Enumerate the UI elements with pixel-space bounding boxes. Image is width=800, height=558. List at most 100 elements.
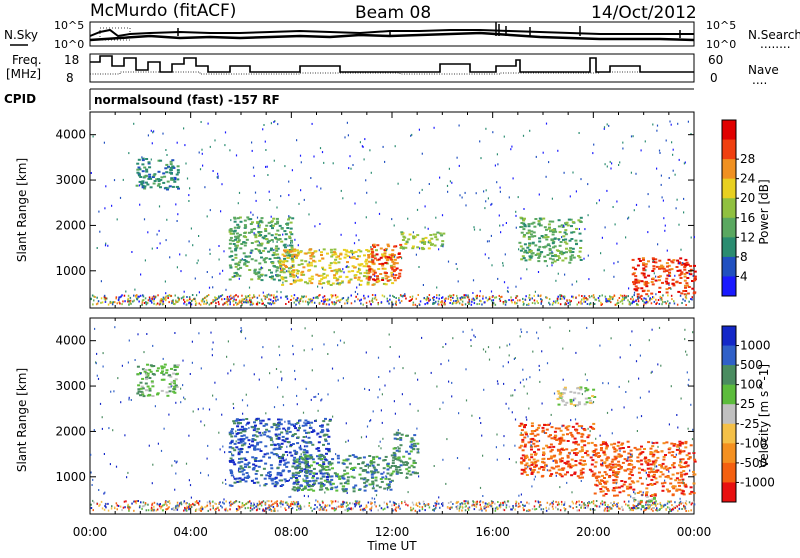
echo-cell bbox=[491, 235, 492, 237]
echo-cell bbox=[602, 490, 605, 492]
echo-cell bbox=[449, 168, 450, 170]
echo-cell bbox=[401, 300, 403, 302]
echo-cell bbox=[242, 473, 245, 475]
echo-cell bbox=[189, 240, 190, 242]
echo-cell bbox=[361, 462, 364, 464]
echo-cell bbox=[320, 482, 323, 484]
echo-cell bbox=[398, 273, 401, 275]
echo-cell bbox=[415, 304, 417, 306]
echo-cell bbox=[631, 474, 634, 476]
echo-cell bbox=[280, 419, 283, 421]
echo-cell bbox=[571, 436, 574, 438]
echo-cell bbox=[467, 501, 469, 503]
echo-cell bbox=[614, 295, 616, 297]
echo-cell bbox=[570, 225, 573, 227]
echo-cell bbox=[522, 449, 525, 451]
echo-cell bbox=[310, 177, 311, 179]
echo-cell bbox=[130, 297, 132, 299]
echo-cell bbox=[347, 483, 350, 485]
echo-cell bbox=[294, 302, 296, 304]
echo-cell bbox=[507, 287, 508, 289]
echo-cell bbox=[149, 298, 151, 300]
echo-cell bbox=[206, 299, 208, 301]
echo-cell bbox=[524, 225, 527, 227]
echo-cell bbox=[542, 246, 545, 248]
echo-cell bbox=[438, 503, 440, 505]
echo-cell bbox=[599, 488, 602, 490]
echo-cell bbox=[549, 450, 552, 452]
echo-cell bbox=[665, 225, 666, 227]
echo-cell bbox=[680, 292, 683, 294]
echo-cell bbox=[655, 276, 656, 278]
echo-cell bbox=[280, 474, 283, 476]
echo-cell bbox=[577, 219, 580, 221]
echo-cell bbox=[323, 456, 326, 458]
echo-cell bbox=[280, 432, 283, 434]
echo-cell bbox=[322, 296, 324, 298]
echo-cell bbox=[242, 479, 245, 481]
echo-cell bbox=[140, 382, 143, 384]
echo-cell bbox=[487, 503, 489, 505]
echo-cell bbox=[319, 436, 322, 438]
echo-cell bbox=[322, 303, 324, 305]
echo-cell bbox=[151, 178, 152, 180]
echo-cell bbox=[613, 276, 614, 278]
echo-cell bbox=[672, 474, 675, 476]
echo-cell bbox=[410, 179, 411, 181]
echo-cell bbox=[487, 300, 489, 302]
echo-cell bbox=[170, 173, 173, 175]
echo-cell bbox=[422, 189, 423, 191]
echo-cell bbox=[677, 510, 679, 512]
echo-cell bbox=[265, 166, 266, 168]
echo-cell bbox=[553, 302, 555, 304]
echo-cell bbox=[288, 181, 289, 183]
echo-cell bbox=[536, 300, 538, 302]
echo-cell bbox=[198, 260, 199, 262]
echo-cell bbox=[605, 226, 606, 228]
echo-cell bbox=[413, 231, 414, 233]
echo-cell bbox=[239, 501, 241, 503]
echo-cell bbox=[577, 255, 580, 257]
echo-cell bbox=[285, 466, 288, 468]
echo-cell bbox=[435, 217, 436, 219]
echo-cell bbox=[568, 262, 571, 264]
echo-cell bbox=[474, 508, 476, 510]
echo-cell bbox=[148, 166, 151, 168]
echo-cell bbox=[598, 297, 600, 299]
echo-cell bbox=[570, 474, 573, 476]
echo-cell bbox=[122, 300, 124, 302]
echo-cell bbox=[595, 505, 597, 507]
echo-cell bbox=[239, 247, 242, 249]
echo-cell bbox=[302, 459, 305, 461]
echo-cell bbox=[256, 221, 259, 223]
echo-cell bbox=[534, 218, 537, 220]
echo-cell bbox=[571, 449, 574, 451]
echo-cell bbox=[169, 256, 170, 258]
echo-cell bbox=[397, 472, 400, 474]
echo-cell bbox=[510, 148, 511, 150]
echo-cell bbox=[256, 303, 258, 305]
echo-cell bbox=[416, 254, 417, 256]
echo-cell bbox=[360, 263, 363, 265]
echo-cell bbox=[368, 270, 371, 272]
echo-cell bbox=[164, 167, 167, 169]
echo-cell bbox=[561, 236, 562, 238]
echo-cell bbox=[166, 239, 167, 241]
echo-cell bbox=[145, 297, 147, 299]
echo-cell bbox=[207, 501, 209, 503]
echo-cell bbox=[581, 505, 583, 507]
echo-cell bbox=[284, 260, 287, 262]
echo-cell bbox=[555, 280, 556, 282]
echo-cell bbox=[224, 144, 225, 146]
echo-cell bbox=[280, 291, 281, 293]
echo-cell bbox=[682, 298, 684, 300]
echo-cell bbox=[469, 300, 471, 302]
echo-cell bbox=[567, 224, 570, 226]
echo-cell bbox=[640, 446, 643, 448]
echo-cell bbox=[381, 277, 384, 279]
freq-trace bbox=[90, 56, 694, 72]
echo-cell bbox=[630, 464, 633, 466]
echo-cell bbox=[659, 275, 662, 277]
echo-cell bbox=[459, 510, 461, 512]
echo-cell bbox=[580, 507, 582, 509]
